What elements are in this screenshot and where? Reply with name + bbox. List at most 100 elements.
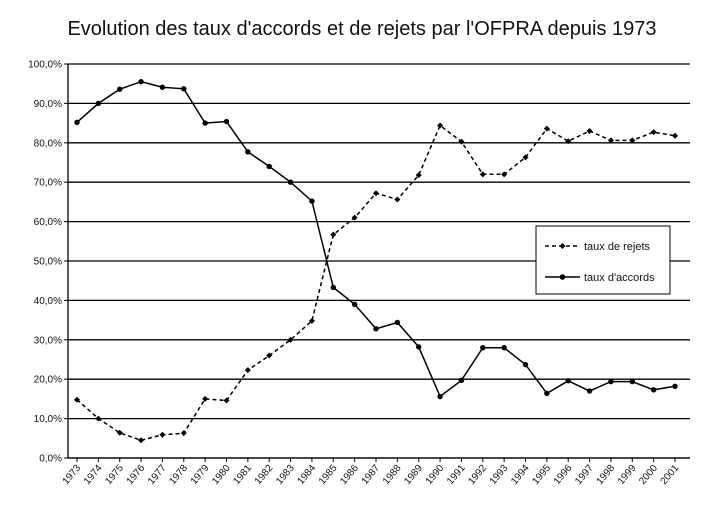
x-tick-label: 1987: [360, 463, 383, 487]
data-point-rejets: [479, 171, 486, 178]
x-tick-label: 1990: [424, 463, 447, 487]
x-tick-label: 1986: [338, 463, 361, 487]
x-tick-label: 1985: [317, 463, 340, 487]
data-point-rejets: [650, 129, 657, 136]
data-point-accords: [74, 119, 80, 126]
x-tick-label: 2000: [637, 463, 660, 487]
y-tick-label: 100,0%: [28, 60, 62, 71]
x-tick-label: 1998: [594, 463, 617, 487]
data-point-accords: [202, 120, 208, 126]
y-tick-label: 30,0%: [34, 335, 62, 346]
data-point-rejets: [672, 132, 678, 139]
data-point-accords: [437, 393, 443, 400]
legend: taux de rejets taux d'accords: [535, 225, 671, 295]
data-point-accords: [181, 86, 187, 92]
x-tick-label: 1976: [125, 463, 148, 487]
gridlines: [68, 63, 690, 459]
data-point-accords: [544, 390, 550, 397]
x-tick-label: 1977: [146, 463, 169, 487]
data-point-accords: [138, 79, 144, 85]
data-point-rejets: [415, 172, 422, 179]
data-point-rejets: [543, 125, 550, 132]
x-tick-label: 1974: [82, 463, 105, 487]
data-point-rejets: [74, 396, 80, 403]
y-tick-label: 20,0%: [34, 375, 62, 386]
data-point-rejets: [138, 437, 145, 444]
legend-marker-accords: [559, 274, 566, 280]
data-point-accords: [458, 377, 465, 384]
x-tick-label: 1997: [573, 463, 596, 487]
data-point-accords: [287, 179, 294, 185]
x-tick-label: 1993: [488, 463, 511, 487]
data-point-rejets: [501, 171, 508, 178]
data-point-accords: [330, 284, 336, 291]
data-point-accords: [95, 100, 102, 107]
x-tick-label: 1983: [274, 463, 297, 487]
legend-box: [535, 225, 671, 295]
data-point-rejets: [373, 190, 379, 197]
legend-label-rejets: taux de rejets: [584, 241, 651, 253]
data-point-accords: [480, 344, 486, 351]
y-tick-label: 80,0%: [34, 138, 62, 149]
data-point-rejets: [116, 429, 123, 436]
x-tick-label: 1975: [103, 463, 126, 487]
x-tick-label: 1989: [402, 463, 425, 487]
data-point-rejets: [607, 137, 614, 144]
x-tick-label: 1995: [530, 463, 553, 487]
data-point-accords: [416, 344, 422, 350]
data-point-rejets: [159, 431, 166, 438]
series-lines: [74, 79, 678, 444]
data-point-rejets: [565, 138, 572, 145]
x-tick-label: 1982: [253, 463, 276, 487]
y-axis-tick-labels: 0,0% 10,0% 20,0% 30,0% 40,0% 50,0% 60,0% 70,0% 8…: [28, 60, 62, 465]
chart-title: Evolution des taux d'accords et de rejet…: [67, 18, 656, 40]
x-axis-tick-labels: 1973197419751976197719781979198019811982…: [61, 463, 682, 487]
data-point-rejets: [202, 395, 209, 402]
data-point-accords: [650, 387, 657, 393]
data-point-rejets: [244, 367, 251, 374]
y-tick-label: 90,0%: [34, 99, 62, 110]
data-point-accords: [629, 378, 635, 385]
data-point-accords: [351, 301, 358, 308]
data-point-rejets: [180, 430, 187, 437]
data-point-accords: [608, 378, 614, 385]
y-tick-label: 40,0%: [34, 296, 62, 307]
data-point-accords: [159, 84, 166, 90]
legend-label-accords: taux d'accords: [584, 272, 655, 284]
data-point-accords: [565, 378, 571, 384]
x-tick-label: 1991: [445, 463, 468, 487]
data-point-accords: [394, 319, 401, 326]
data-point-rejets: [629, 137, 636, 144]
x-tick-label: 1992: [466, 463, 489, 487]
data-point-accords: [117, 86, 123, 92]
data-point-accords: [501, 344, 507, 351]
data-point-accords: [373, 326, 379, 332]
data-point-rejets: [223, 397, 230, 404]
data-point-accords: [309, 198, 315, 204]
data-point-rejets: [522, 154, 529, 161]
legend-marker-rejets: [559, 243, 566, 249]
x-tick-label: 1999: [616, 463, 639, 487]
data-point-rejets: [394, 196, 401, 203]
data-point-accords: [522, 361, 529, 368]
x-tick-label: 1996: [552, 463, 575, 487]
axes: [64, 63, 690, 462]
data-point-rejets: [95, 415, 102, 422]
x-tick-label: 1980: [210, 463, 233, 487]
data-point-rejets: [330, 231, 337, 238]
data-point-rejets: [458, 138, 465, 145]
data-point-accords: [672, 383, 678, 389]
y-tick-label: 70,0%: [34, 178, 62, 189]
x-tick-label: 1979: [189, 463, 212, 487]
data-point-rejets: [586, 127, 593, 134]
data-point-rejets: [351, 214, 358, 221]
x-tick-label: 1973: [61, 463, 84, 487]
data-point-accords: [586, 388, 593, 394]
data-point-accords: [266, 163, 272, 170]
data-point-rejets: [308, 317, 315, 324]
x-tick-label: 2001: [659, 463, 682, 487]
data-point-rejets: [287, 336, 294, 343]
y-tick-label: 10,0%: [34, 414, 62, 425]
x-tick-label: 1994: [509, 463, 532, 487]
